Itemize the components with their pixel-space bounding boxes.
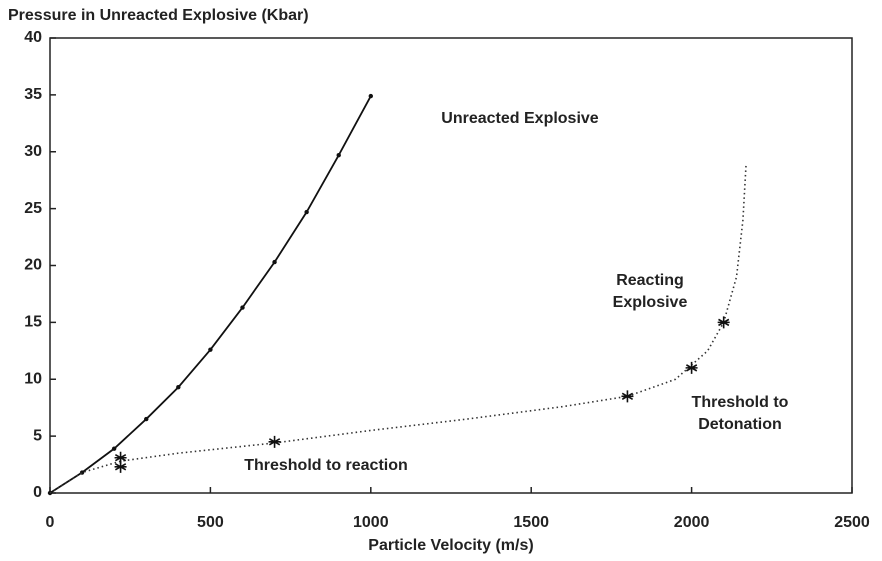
y-tick-label: 15 (24, 314, 42, 331)
x-tick-label: 1500 (513, 514, 549, 531)
asterisk-point (114, 451, 127, 464)
x-tick-label: 1000 (353, 514, 389, 531)
x-tick-label: 2500 (834, 514, 870, 531)
point (336, 152, 341, 158)
asterisk-point (717, 316, 730, 329)
point (176, 385, 181, 390)
annotation: Reacting Explosive (612, 272, 688, 311)
y-tick-label: 5 (33, 427, 42, 444)
asterisk-point (268, 435, 281, 448)
point (79, 470, 85, 475)
chart-title: Pressure in Unreacted Explosive (Kbar) (8, 7, 309, 24)
point (240, 305, 245, 310)
x-tick-label: 2000 (674, 514, 710, 531)
point (208, 347, 213, 352)
series-line (49, 163, 747, 494)
asterisk-point (621, 390, 634, 403)
x-axis-label: Particle Velocity (m/s) (368, 537, 533, 554)
point (144, 416, 149, 422)
point (368, 93, 373, 99)
y-tick-label: 25 (24, 200, 42, 217)
point (111, 446, 117, 451)
y-tick-label: 10 (24, 370, 42, 387)
point (304, 209, 309, 215)
annotation: Unreacted Explosive (441, 110, 599, 127)
asterisk-point (685, 361, 698, 374)
annotation: Threshold to reaction (244, 457, 408, 474)
x-tick-label: 0 (46, 514, 55, 531)
point (272, 259, 277, 265)
annotation: Threshold to Detonation (691, 394, 789, 433)
y-tick-label: 0 (33, 484, 42, 501)
y-tick-label: 30 (24, 143, 42, 160)
series-line (49, 95, 372, 494)
y-tick-label: 40 (24, 29, 42, 46)
y-tick-label: 35 (24, 86, 42, 103)
asterisk-point (114, 460, 127, 473)
x-tick-label: 500 (197, 514, 224, 531)
y-tick-label: 20 (24, 257, 42, 274)
